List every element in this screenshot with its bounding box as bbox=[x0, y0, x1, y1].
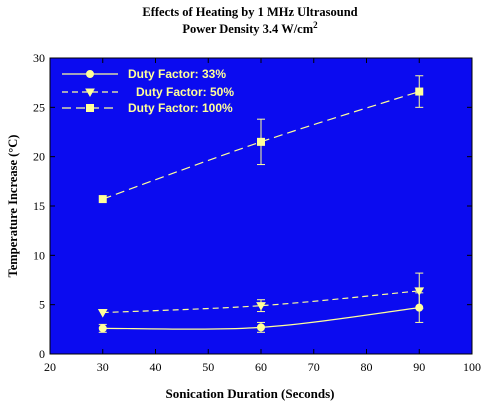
y-tick-label: 15 bbox=[33, 199, 45, 213]
chart-title-line2: Power Density 3.4 W/cm2 bbox=[0, 20, 500, 37]
legend-label: Duty Factor: 50% bbox=[136, 85, 234, 99]
y-tick-label: 10 bbox=[33, 248, 45, 262]
x-tick-label: 70 bbox=[308, 360, 320, 374]
legend-marker bbox=[86, 104, 94, 112]
data-point bbox=[98, 195, 107, 204]
x-tick-label: 50 bbox=[202, 360, 214, 374]
legend-marker bbox=[85, 88, 95, 98]
x-tick-label: 80 bbox=[361, 360, 373, 374]
y-tick-label: 25 bbox=[33, 100, 45, 114]
legend-marker bbox=[86, 70, 94, 78]
x-tick-label: 20 bbox=[44, 360, 56, 374]
chart-title-line2-text: Power Density 3.4 W/cm bbox=[182, 22, 314, 37]
y-axis-label: Temperature Increase (°C) bbox=[6, 134, 20, 278]
legend-label: Duty Factor: 100% bbox=[128, 101, 233, 115]
series-3 bbox=[98, 75, 424, 204]
legend: Duty Factor: 33% Duty Factor: 50% Duty Fac… bbox=[62, 67, 234, 115]
x-tick-label: 30 bbox=[97, 360, 109, 374]
y-tick-label: 30 bbox=[33, 51, 45, 65]
data-point bbox=[97, 309, 108, 318]
x-tick-label: 100 bbox=[463, 360, 481, 374]
x-tick-label: 90 bbox=[413, 360, 425, 374]
y-tick-label: 5 bbox=[39, 298, 45, 312]
legend-label: Duty Factor: 33% bbox=[128, 67, 226, 81]
data-point bbox=[415, 87, 424, 96]
x-tick-label: 40 bbox=[150, 360, 162, 374]
y-tick-label: 20 bbox=[33, 150, 45, 164]
data-point bbox=[257, 323, 265, 332]
y-tick-label: 0 bbox=[39, 347, 45, 361]
data-point bbox=[98, 324, 107, 333]
x-axis-label: Sonication Duration (Seconds) bbox=[165, 386, 335, 401]
x-tick-label: 60 bbox=[255, 360, 267, 374]
data-point bbox=[256, 302, 266, 311]
data-point bbox=[414, 287, 425, 296]
series-2 bbox=[97, 272, 425, 318]
chart-title-line1: Effects of Heating by 1 MHz Ultrasound bbox=[142, 5, 358, 19]
chart-title-superscript: 2 bbox=[313, 20, 318, 30]
data-point bbox=[257, 137, 265, 146]
